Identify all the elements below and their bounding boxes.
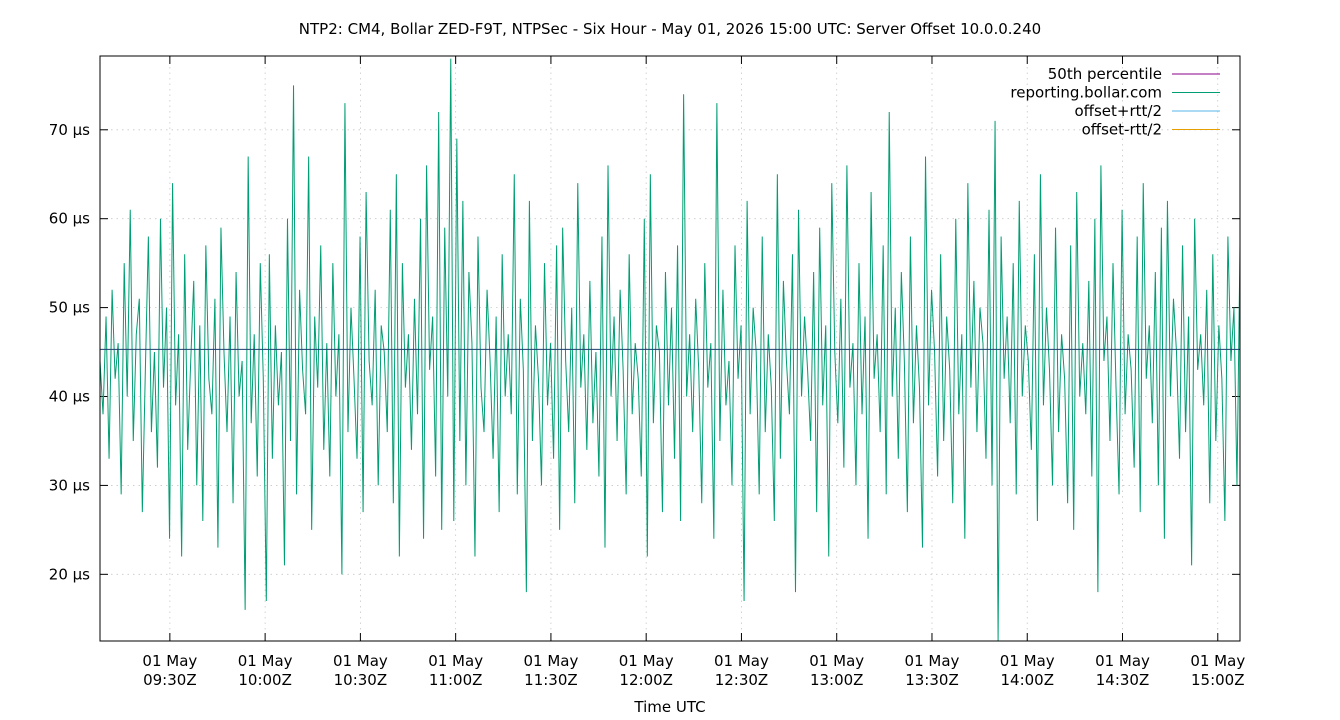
x-tick-label-date: 01 May bbox=[1190, 652, 1245, 670]
y-tick-label: 60 µs bbox=[49, 210, 90, 228]
x-tick-label-time: 09:30Z bbox=[143, 671, 197, 689]
x-tick-label-time: 10:00Z bbox=[238, 671, 292, 689]
legend-label: 50th percentile bbox=[1048, 65, 1162, 83]
y-axis: 20 µs 30 µs 40 µs 50 µs 60 µs 70 µs bbox=[49, 121, 1240, 583]
plot-frame bbox=[99, 55, 1241, 642]
legend: 50th percentilereporting.bollar.comoffse… bbox=[1010, 65, 1220, 139]
x-tick-label-date: 01 May bbox=[619, 652, 674, 670]
x-tick-label-date: 01 May bbox=[333, 652, 388, 670]
series-layer bbox=[99, 58, 1241, 642]
x-tick-label-date: 01 May bbox=[523, 652, 578, 670]
legend-label: offset+rtt/2 bbox=[1074, 102, 1162, 120]
x-tick-label-time: 11:00Z bbox=[429, 671, 483, 689]
y-tick-label: 30 µs bbox=[49, 476, 90, 494]
x-tick-label-date: 01 May bbox=[428, 652, 483, 670]
x-tick-label-time: 13:00Z bbox=[810, 671, 864, 689]
y-tick-label: 20 µs bbox=[49, 565, 90, 583]
x-tick-label-date: 01 May bbox=[142, 652, 197, 670]
legend-label: offset-rtt/2 bbox=[1082, 121, 1162, 139]
x-tick-label-date: 01 May bbox=[905, 652, 960, 670]
x-tick-label-time: 15:00Z bbox=[1191, 671, 1245, 689]
chart-title: NTP2: CM4, Bollar ZED-F9T, NTPSec - Six … bbox=[299, 20, 1041, 38]
x-tick-label-time: 11:30Z bbox=[524, 671, 578, 689]
y-tick-label: 70 µs bbox=[49, 121, 90, 139]
x-tick-label-date: 01 May bbox=[714, 652, 769, 670]
x-tick-label-date: 01 May bbox=[1000, 652, 1055, 670]
x-tick-label-date: 01 May bbox=[238, 652, 293, 670]
x-tick-label-date: 01 May bbox=[809, 652, 864, 670]
x-tick-label-time: 12:30Z bbox=[715, 671, 769, 689]
x-tick-label-time: 14:00Z bbox=[1000, 671, 1054, 689]
y-tick-label: 50 µs bbox=[49, 299, 90, 317]
legend-label: reporting.bollar.com bbox=[1010, 84, 1162, 102]
x-tick-label-time: 13:30Z bbox=[905, 671, 959, 689]
x-tick-label-time: 12:00Z bbox=[619, 671, 673, 689]
series-line-reporting-bollar bbox=[99, 58, 1241, 642]
x-tick-label-time: 14:30Z bbox=[1096, 671, 1150, 689]
x-tick-label-time: 10:30Z bbox=[334, 671, 388, 689]
x-axis-label: Time UTC bbox=[633, 698, 705, 716]
x-tick-label-date: 01 May bbox=[1095, 652, 1150, 670]
y-tick-label: 40 µs bbox=[49, 388, 90, 406]
